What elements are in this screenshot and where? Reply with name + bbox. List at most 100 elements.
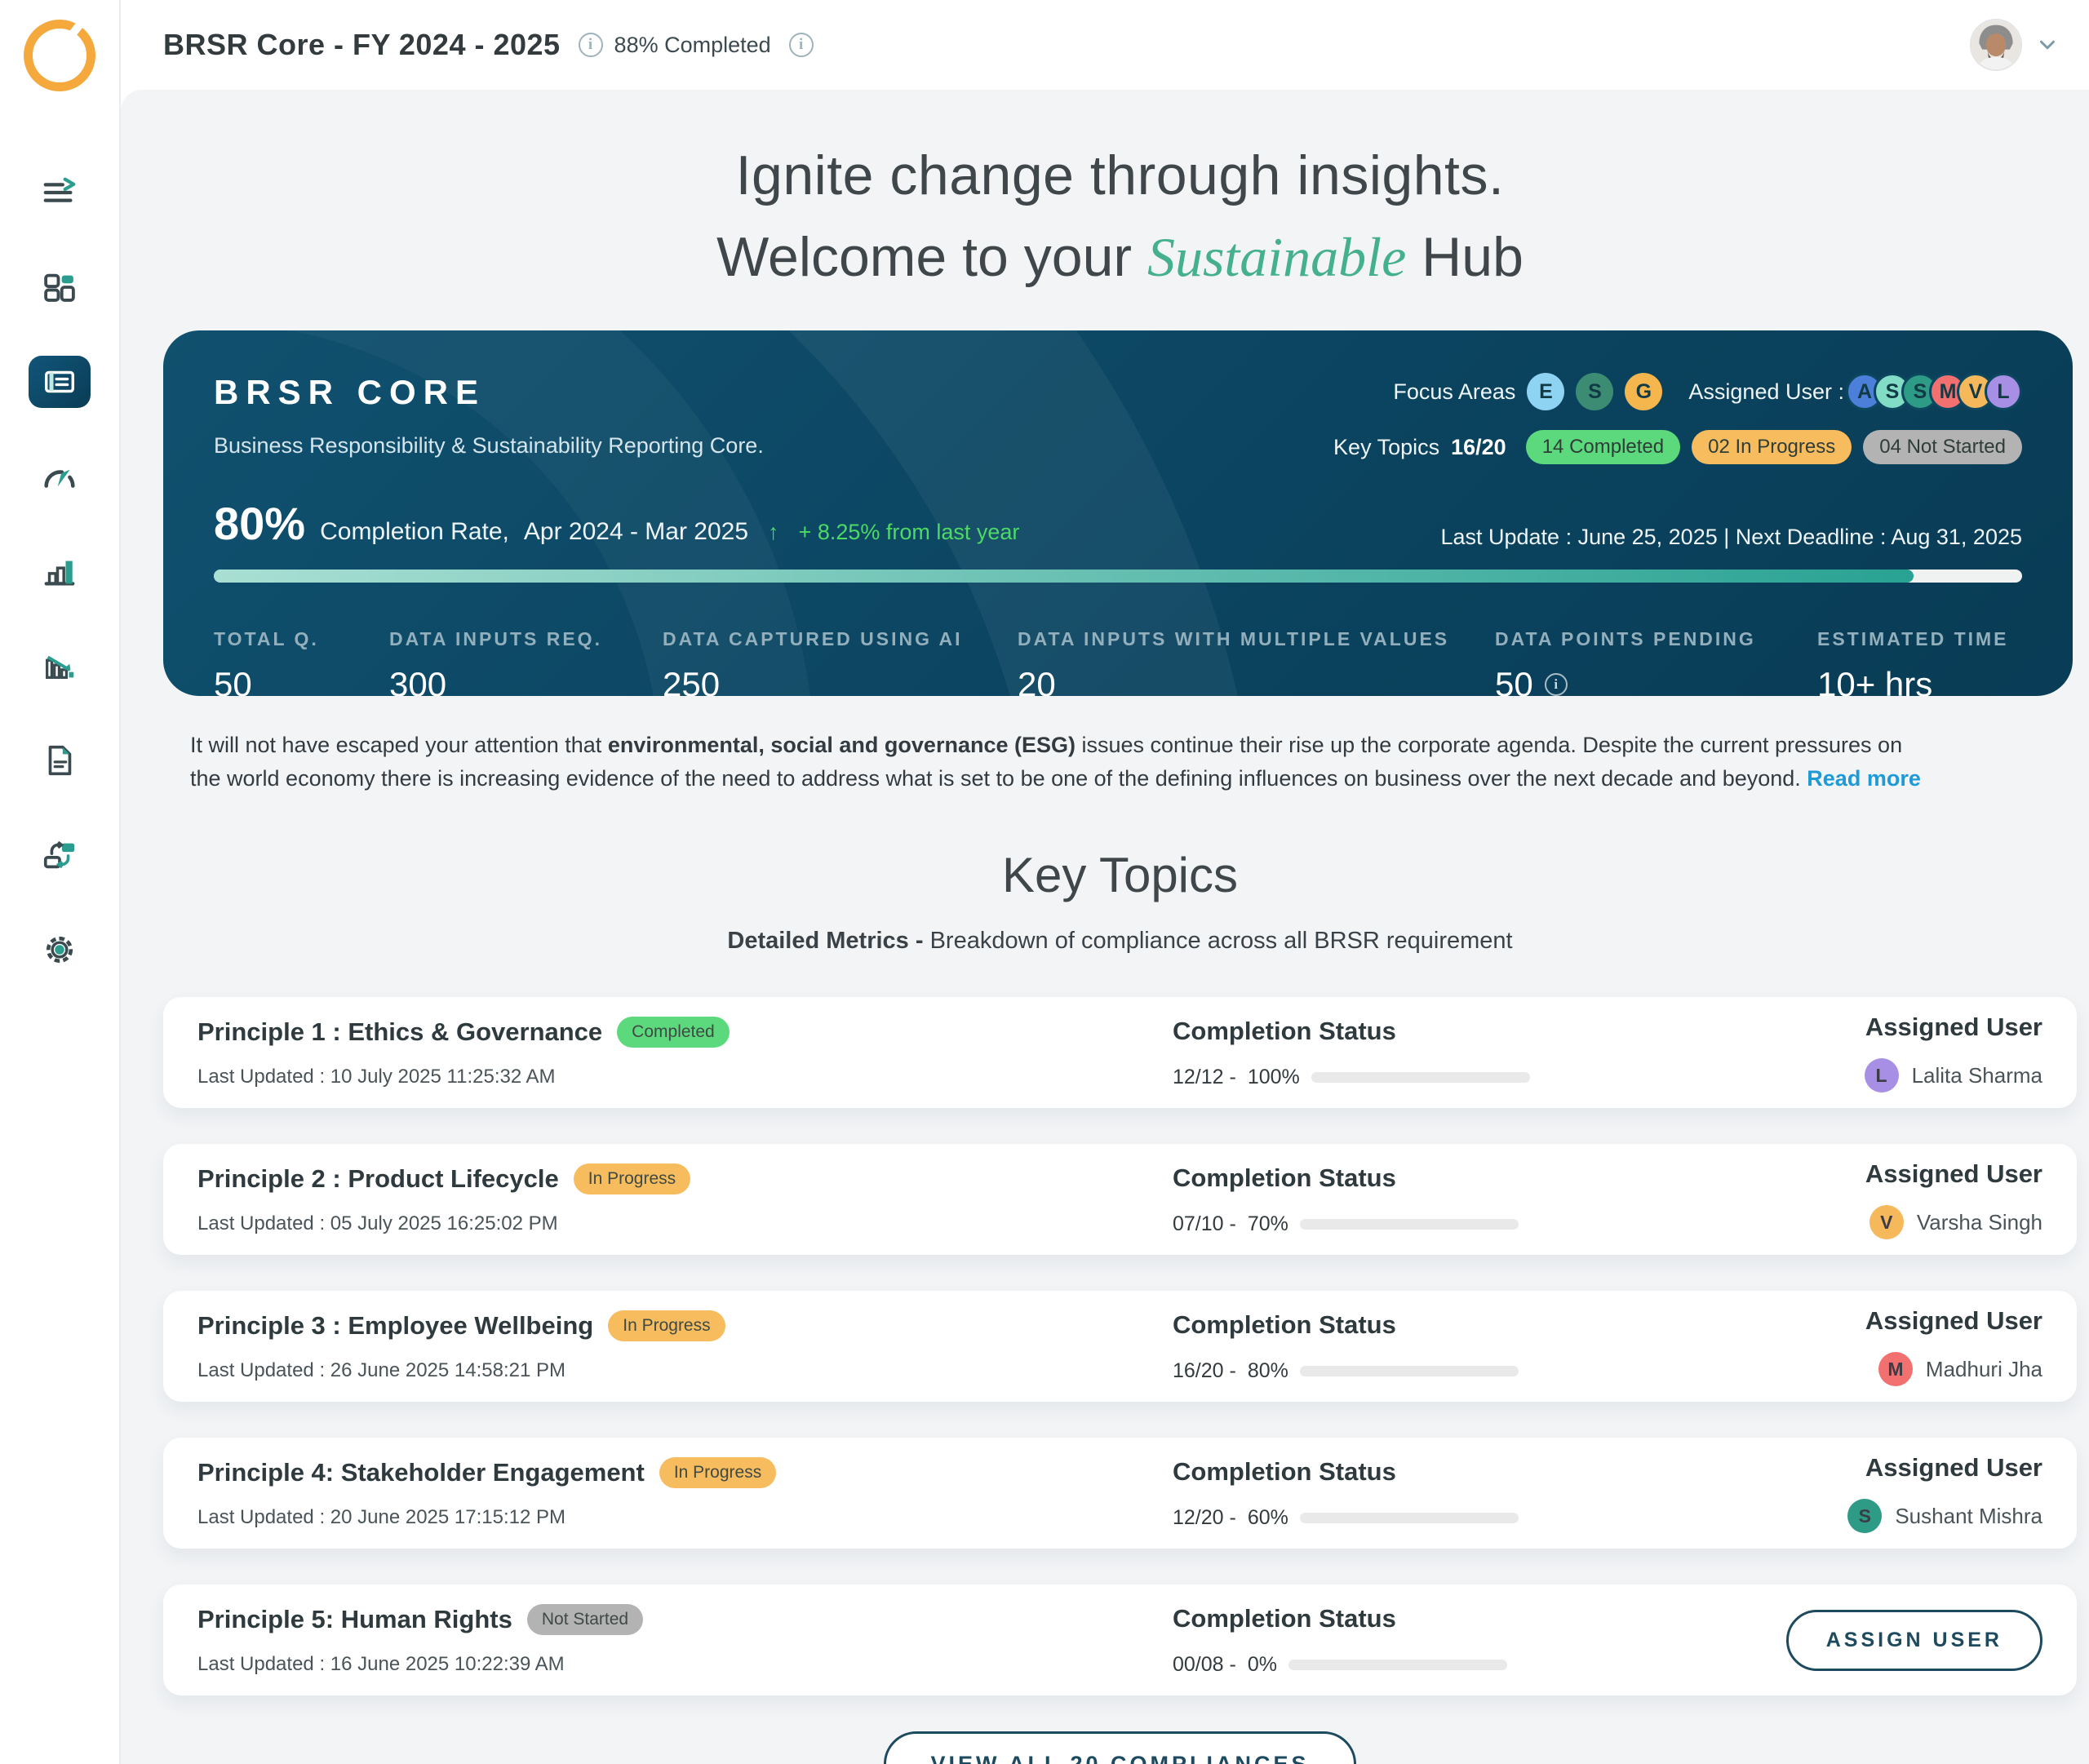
key-topics-title: Key Topics: [1001, 848, 1239, 902]
summary-progress-bar: [214, 570, 2022, 583]
last-updated: Last Updated : 20 June 2025 17:15:12 PM: [197, 1506, 565, 1528]
principle-card-3[interactable]: Principle 3 : Employee Wellbeing In Prog…: [163, 1291, 2077, 1402]
summary-title: BRSR CORE: [214, 373, 486, 411]
dashboard-grid-icon[interactable]: [29, 261, 91, 313]
stat-data-inputs-req: DATA INPUTS REQ. 300: [389, 628, 602, 696]
hero-highlight: Sustainable: [1147, 226, 1407, 288]
completion-info-icon[interactable]: i: [788, 33, 814, 57]
completion-status-heading: Completion Status: [1173, 1603, 1396, 1633]
progress-bar: [1299, 1218, 1519, 1230]
dates-line: Last Update : June 25, 2025 | Next Deadl…: [1440, 525, 2022, 549]
principle-card-4[interactable]: Principle 4: Stakeholder Engagement In P…: [163, 1438, 2077, 1549]
badge-not-started[interactable]: 04 Not Started: [1863, 430, 2022, 464]
principle-title: Principle 4: Stakeholder Engagement: [197, 1458, 645, 1487]
esg-intro-paragraph: It will not have escaped your attention …: [190, 733, 1921, 791]
assign-user-button[interactable]: ASSIGN USER: [1785, 1609, 2042, 1671]
progress-ratio: 12/20 -: [1173, 1505, 1236, 1529]
assigned-user-heading: Assigned User: [1865, 1159, 2042, 1188]
badge-in-progress[interactable]: 02 In Progress: [1692, 430, 1852, 464]
stat-total-q: TOTAL Q. 50: [214, 628, 319, 696]
bar-chart-up-icon[interactable]: [29, 545, 91, 597]
bar-chart-down-icon[interactable]: [29, 640, 91, 692]
completion-rate-value: 80%: [214, 498, 306, 549]
status-badge: In Progress: [608, 1310, 725, 1341]
principle-card-5[interactable]: Principle 5: Human Rights Not Started La…: [163, 1584, 2077, 1695]
read-more-link[interactable]: Read more: [1807, 765, 1921, 791]
user-name: Madhuri Jha: [1925, 1356, 2042, 1381]
logo-ring: [24, 20, 95, 91]
stat-multiple-values: DATA INPUTS WITH MULTIPLE VALUES 20: [1018, 628, 1450, 696]
principle-title: Principle 5: Human Rights: [197, 1605, 512, 1633]
completion-status-heading: Completion Status: [1173, 1456, 1396, 1486]
last-updated: Last Updated : 26 June 2025 14:58:21 PM: [197, 1359, 565, 1381]
progress-percent: 100%: [1247, 1065, 1300, 1088]
progress-bar: [1288, 1659, 1507, 1670]
assigned-user-heading: Assigned User: [1865, 1306, 2042, 1335]
progress-ratio: 12/12 -: [1173, 1065, 1236, 1088]
avatar-l[interactable]: L: [1985, 373, 2022, 410]
principle-card-list: Principle 1 : Ethics & Governance Comple…: [163, 997, 2077, 1695]
hero-line2: Welcome to your Sustainable Hub: [716, 226, 1524, 288]
progress-percent: 0%: [1247, 1652, 1277, 1676]
data-sync-icon[interactable]: [29, 829, 91, 881]
summary-subtitle: Business Responsibility & Sustainability…: [214, 433, 764, 458]
user-name: Sushant Mishra: [1895, 1503, 2042, 1528]
summary-stats-row: TOTAL Q. 50 DATA INPUTS REQ. 300 DATA CA…: [214, 628, 2022, 696]
focus-area-badge-s[interactable]: S: [1576, 373, 1614, 410]
principle-card-1[interactable]: Principle 1 : Ethics & Governance Comple…: [163, 997, 2077, 1108]
principle-title: Principle 2 : Product Lifecycle: [197, 1164, 559, 1193]
user-initial-avatar[interactable]: L: [1864, 1058, 1899, 1093]
stat-estimated-time: ESTIMATED TIME 10+ hrs: [1817, 628, 2009, 696]
view-all-compliances-button[interactable]: VIEW ALL 20 COMPLIANCES: [884, 1731, 1356, 1764]
page-title: BRSR Core - FY 2024 - 2025: [163, 28, 561, 61]
main-content: Ignite change through insights. Welcome …: [121, 90, 2089, 1764]
progress-percent: 70%: [1247, 1212, 1288, 1235]
focus-area-badge-e[interactable]: E: [1527, 373, 1565, 410]
up-arrow-icon: ↑: [768, 520, 779, 544]
key-topics-label: Key Topics: [1333, 434, 1440, 459]
user-initial-avatar[interactable]: S: [1847, 1499, 1883, 1533]
user-name: Lalita Sharma: [1911, 1062, 2042, 1088]
header-completion-status: 88% Completed: [614, 32, 771, 57]
summary-progress-fill: [214, 570, 1914, 583]
chevron-down-icon[interactable]: [2035, 33, 2060, 57]
document-icon[interactable]: [29, 734, 91, 787]
status-badge: Not Started: [526, 1604, 644, 1635]
user-initial-avatar[interactable]: M: [1878, 1352, 1913, 1386]
gauge-icon[interactable]: [29, 450, 91, 503]
assigned-user-avatars[interactable]: A S S M V L: [1846, 373, 2022, 410]
user-initial-avatar[interactable]: V: [1869, 1205, 1904, 1239]
principle-card-2[interactable]: Principle 2 : Product Lifecycle In Progr…: [163, 1144, 2077, 1255]
focus-areas-label: Focus Areas: [1393, 379, 1516, 404]
completion-status-heading: Completion Status: [1173, 1163, 1396, 1192]
assigned-user-label: Assigned User :: [1688, 379, 1844, 404]
focus-area-badge-g[interactable]: G: [1625, 373, 1663, 410]
key-topics-subtitle: Detailed Metrics - Breakdown of complian…: [727, 928, 1513, 954]
settings-gear-icon[interactable]: [29, 924, 91, 976]
user-name: Varsha Singh: [1916, 1209, 2042, 1234]
progress-bar: [1299, 1365, 1519, 1376]
status-badge: Completed: [617, 1017, 730, 1048]
progress-bar: [1299, 1512, 1519, 1523]
pending-info-icon[interactable]: i: [1544, 673, 1568, 696]
report-card-icon[interactable]: [29, 356, 91, 408]
badge-completed[interactable]: 14 Completed: [1525, 430, 1681, 464]
sidebar: [0, 0, 121, 1764]
completion-period: Apr 2024 - Mar 2025: [523, 518, 749, 545]
key-topics-count: 16/20: [1451, 434, 1506, 459]
assigned-user-heading: Assigned User: [1865, 1453, 2042, 1482]
top-header: BRSR Core - FY 2024 - 2025 i 88% Complet…: [121, 0, 2089, 90]
menu-toggle-icon[interactable]: [29, 166, 91, 219]
hero-banner: Ignite change through insights. Welcome …: [163, 144, 2077, 290]
completion-rate-label: Completion Rate,: [320, 518, 509, 545]
principle-title: Principle 3 : Employee Wellbeing: [197, 1311, 594, 1340]
assigned-user-heading: Assigned User: [1865, 1013, 2042, 1041]
title-info-icon[interactable]: i: [578, 33, 603, 57]
user-avatar[interactable]: [1970, 19, 2022, 71]
progress-percent: 60%: [1247, 1505, 1288, 1529]
stat-points-pending: DATA POINTS PENDING 50 i: [1495, 628, 1756, 696]
status-badge: In Progress: [659, 1457, 777, 1488]
last-updated: Last Updated : 05 July 2025 16:25:02 PM: [197, 1212, 558, 1234]
last-updated: Last Updated : 10 July 2025 11:25:32 AM: [197, 1066, 556, 1088]
